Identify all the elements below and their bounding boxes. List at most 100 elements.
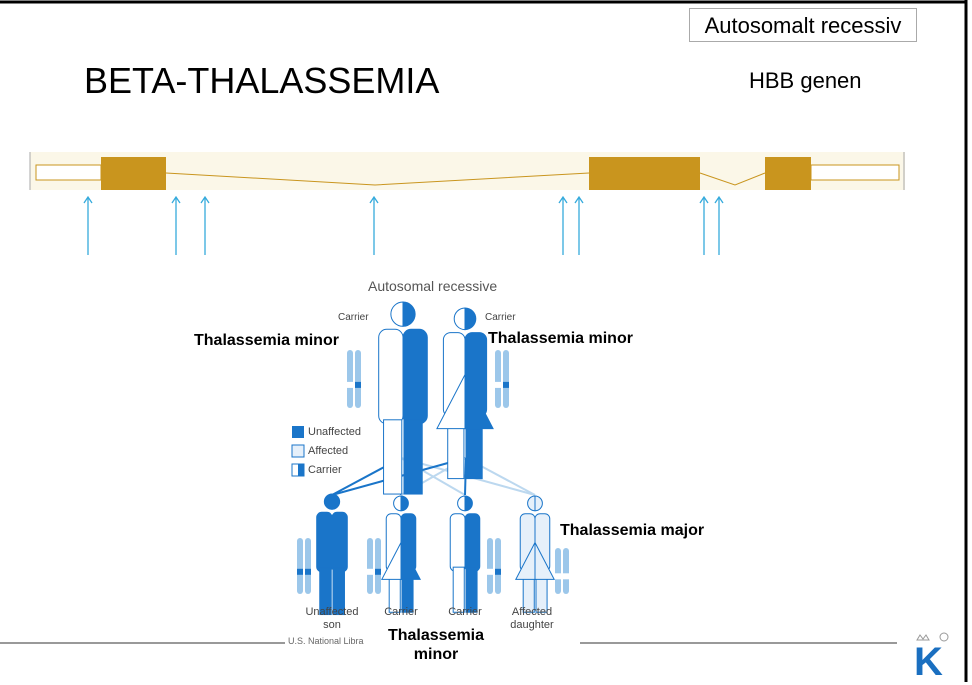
figure-title: Autosomal recessive [368,278,498,294]
legend-label: Carrier [308,464,342,476]
chromosome [503,350,509,408]
chromosome-band [297,568,303,575]
arrow [171,195,181,255]
head [534,495,543,512]
logo-crown [916,632,949,642]
head [464,495,473,512]
body [402,328,428,425]
chromosome-band [563,573,569,580]
person [449,495,481,613]
head [527,495,536,512]
body [331,511,348,573]
leg [403,419,423,495]
credit: U.S. National Libra [288,636,364,646]
chromosome [495,538,501,594]
logo: K [914,640,943,684]
chromosome [305,538,311,594]
chromosome-band [367,568,373,575]
chromosome [367,538,373,594]
head [464,307,477,331]
chromosome-band [503,381,509,388]
body [378,328,404,425]
person [380,495,422,613]
pedigree-lines [331,457,536,496]
annotation: Thalassemia minor [387,627,485,663]
chromosome [487,538,493,594]
chromosome [495,350,501,408]
leg [452,566,465,613]
annotation: Thalassemia minor [194,332,339,349]
chromosome [555,548,561,594]
skirt [464,374,494,430]
child-label: Carrier [384,606,418,618]
gene-label: HBB genen [749,68,862,93]
legend-label: Affected [308,445,349,457]
chromosome-band [305,568,311,575]
chromosome [375,538,381,594]
head [453,307,466,331]
head [393,495,402,512]
child-label: Unaffected son [305,606,359,631]
mutation-arrows [83,195,724,255]
body [316,511,333,573]
arrow [574,195,584,255]
chromosome-band [495,568,501,575]
slide-title: BETA-THALASSEMIA [84,60,440,101]
parent-label: Carrier [338,312,369,323]
chromosome-band [555,573,561,580]
legend-swatches [291,426,305,477]
leg [465,566,478,613]
utr [35,164,102,181]
arrow [699,195,709,255]
exon [589,157,700,190]
badge: Autosomalt recessiv [689,8,917,42]
person [436,307,494,480]
intron [699,172,766,186]
arrow [369,195,379,255]
head [400,495,409,512]
person [514,495,556,613]
chromosome [347,350,353,408]
chromosome [563,548,569,594]
parent-label: Carrier [485,312,516,323]
leg [319,567,332,616]
leg [383,419,403,495]
utr [810,164,900,181]
exon [765,157,811,190]
head [390,301,404,327]
skirt [400,542,422,580]
skirt [534,542,556,580]
head [457,495,466,512]
chromosome-band [487,568,493,575]
chromosome-band [495,381,501,388]
head [323,493,333,510]
annotation: Thalassemia major [560,522,705,539]
person [316,493,348,616]
child-label: Carrier [448,606,482,618]
annotation: Thalassemia minor [488,330,633,347]
chromosome [355,350,361,408]
chromosome-band [347,381,353,388]
leg [332,567,345,616]
chromosome-band [355,381,361,388]
body [464,513,481,572]
intron [165,172,590,186]
arrow [714,195,724,255]
chromosome-band [375,568,381,575]
child-label: Affected daughter [510,606,554,631]
people [297,301,569,616]
gene-diagram [29,152,905,190]
head [402,301,416,327]
head [331,493,341,510]
arrow [200,195,210,255]
chromosome [297,538,303,594]
legend-label: Unaffected [308,426,362,438]
body [449,513,466,572]
exon [101,157,166,190]
person [378,301,428,495]
gene-band [30,152,905,190]
arrow [83,195,93,255]
arrow [558,195,568,255]
